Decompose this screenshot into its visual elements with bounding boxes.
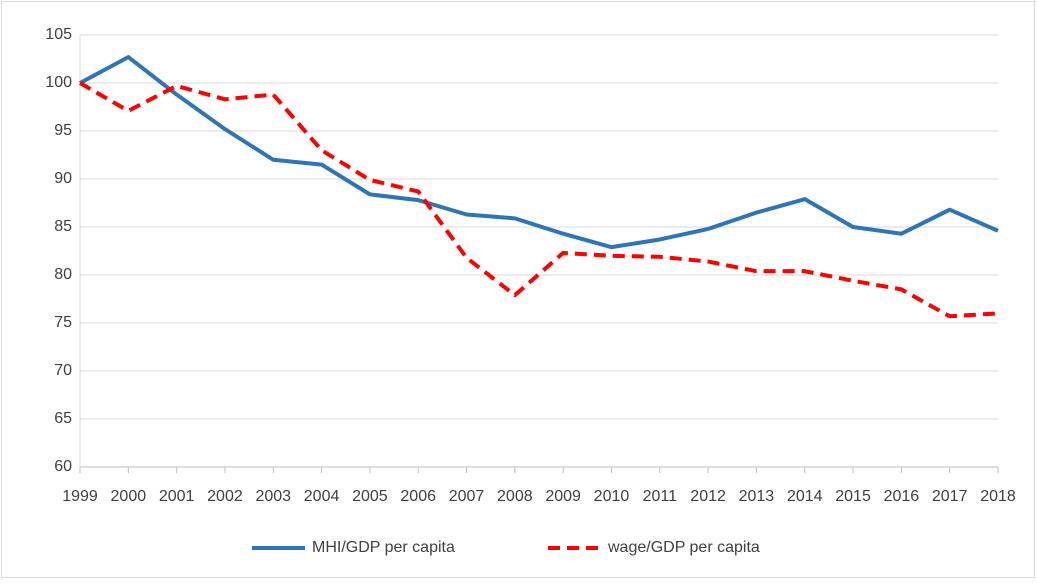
y-tick-label: 100 [45,74,72,91]
legend-label: wage/GDP per capita [607,539,760,556]
y-tick-label: 70 [54,362,72,379]
x-tick-label: 2011 [643,488,678,505]
y-tick-label: 105 [45,26,72,43]
y-tick-label: 80 [54,266,72,283]
y-tick-label: 90 [54,170,72,187]
x-tick-label: 2005 [352,488,388,505]
x-tick-label: 2013 [739,488,775,505]
x-tick-label: 2002 [207,488,243,505]
x-tick-label: 2003 [255,488,291,505]
x-tick-label: 2016 [884,488,920,505]
y-tick-label: 60 [54,458,72,475]
legend-label: MHI/GDP per capita [312,539,455,556]
x-tick-label: 2017 [932,488,968,505]
x-tick-label: 2012 [690,488,726,505]
y-tick-label: 95 [54,122,72,139]
x-tick-label: 1999 [62,488,98,505]
y-tick-label: 85 [54,218,72,235]
x-tick-label: 2015 [835,488,871,505]
x-tick-label: 2004 [304,488,340,505]
x-tick-label: 2007 [449,488,485,505]
x-tick-label: 2009 [545,488,581,505]
data-line [79,81,999,319]
y-tick-label: 75 [54,314,72,331]
x-tick-label: 2010 [594,488,630,505]
y-tick-label: 65 [54,410,72,427]
x-tick-label: 2014 [787,488,823,505]
data-line [79,55,999,250]
x-tick-label: 2006 [400,488,436,505]
x-tick-label: 2018 [980,488,1016,505]
x-tick-label: 2001 [159,488,195,505]
x-tick-label: 2008 [497,488,533,505]
x-tick-label: 2000 [111,488,147,505]
